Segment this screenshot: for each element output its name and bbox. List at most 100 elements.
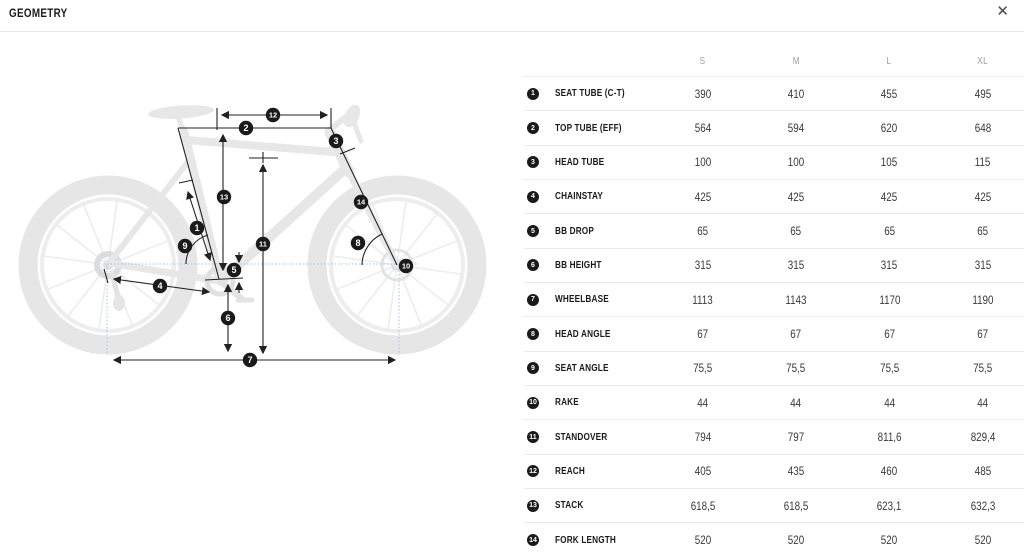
value-cell: 632,3 <box>970 498 996 513</box>
row-label-cell: 6 BB HEIGHT <box>524 259 656 272</box>
seat-stay <box>106 155 194 266</box>
head-bottom-tick <box>339 147 356 155</box>
value-cell: 315 <box>881 258 898 273</box>
diagram-marker-8: 8 <box>350 235 366 251</box>
value-cell: 65 <box>697 224 709 239</box>
row-label-cell: 2 TOP TUBE (EFF) <box>524 122 656 135</box>
size-header-row: S M L XL <box>524 44 1024 76</box>
geometry-diagram: 1 2 3 4 5 6 7 8 9 10 11 12 13 14 <box>0 36 512 543</box>
value-cell: 390 <box>694 86 711 101</box>
diagram-marker-9: 9 <box>177 238 193 254</box>
row-label: STACK <box>555 500 584 512</box>
value-cell: 67 <box>697 327 709 342</box>
row-number-badge: 13 <box>527 499 539 512</box>
row-label: BB HEIGHT <box>555 259 602 271</box>
row-label: REACH <box>555 465 585 477</box>
row-number-badge: 12 <box>527 465 539 478</box>
row-label: STANDOVER <box>555 431 608 443</box>
value-cell: 425 <box>694 189 711 204</box>
svg-text:11: 11 <box>259 240 267 249</box>
value-cell: 1170 <box>878 292 901 307</box>
row-label-cell: 10 RAKE <box>524 396 656 409</box>
value-cell: 495 <box>974 86 992 101</box>
header-divider <box>0 31 1024 32</box>
row-label: FORK LENGTH <box>555 534 617 546</box>
modal-header: GEOMETRY ✕ <box>0 0 1024 31</box>
svg-text:10: 10 <box>402 262 410 271</box>
table-row: 9 SEAT ANGLE 75,5 75,5 75,5 75,5 <box>524 350 1024 385</box>
row-label-cell: 8 HEAD ANGLE <box>524 328 656 341</box>
value-cell: 425 <box>787 189 805 204</box>
table-row: 7 WHEELBASE 1113 1143 1170 1190 <box>524 282 1024 316</box>
row-label-cell: 14 FORK LENGTH <box>524 534 656 547</box>
table-row: 8 HEAD ANGLE 67 67 67 67 <box>524 316 1024 350</box>
bike-silhouette <box>18 104 487 355</box>
svg-text:5: 5 <box>231 265 236 275</box>
svg-text:2: 2 <box>243 123 248 133</box>
bb-tick <box>204 277 244 281</box>
row-number-badge: 8 <box>527 328 539 341</box>
table-row: 3 HEAD TUBE 100 100 105 115 <box>524 144 1024 179</box>
saddle <box>148 105 214 119</box>
value-cell: 65 <box>977 224 989 239</box>
row-number-badge: 14 <box>527 534 539 547</box>
value-cell: 485 <box>974 464 992 479</box>
diagram-marker-13: 13 <box>216 189 232 205</box>
diagram-marker-6: 6 <box>220 310 236 326</box>
handlebar <box>343 104 361 128</box>
value-cell: 315 <box>694 258 711 273</box>
diagram-marker-3: 3 <box>328 133 344 149</box>
row-number-badge: 11 <box>527 431 539 444</box>
diagram-marker-5: 5 <box>226 262 242 278</box>
svg-text:6: 6 <box>225 313 230 323</box>
value-cell: 797 <box>787 430 805 445</box>
svg-text:14: 14 <box>357 198 366 207</box>
value-cell: 44 <box>977 395 989 410</box>
value-cell: 618,5 <box>690 498 716 513</box>
row-number-badge: 3 <box>527 156 539 169</box>
value-cell: 520 <box>974 533 992 548</box>
value-cell: 520 <box>787 533 805 548</box>
close-icon[interactable]: ✕ <box>994 1 1011 23</box>
value-cell: 65 <box>790 224 802 239</box>
row-number-badge: 7 <box>527 293 539 306</box>
value-cell: 315 <box>787 258 805 273</box>
table-rows: 1 SEAT TUBE (C-T) 390 410 455 495 2 TOP TUBE (E… <box>524 76 1024 557</box>
svg-text:3: 3 <box>333 136 338 146</box>
table-row: 14 FORK LENGTH 520 520 520 520 <box>524 522 1024 556</box>
row-number-badge: 9 <box>527 362 539 375</box>
value-cell: 520 <box>694 533 711 548</box>
value-cell: 75,5 <box>693 361 713 376</box>
value-cell: 44 <box>697 395 709 410</box>
diagram-marker-2: 2 <box>238 120 254 136</box>
value-cell: 315 <box>974 258 992 273</box>
value-cell: 410 <box>787 86 805 101</box>
value-cell: 460 <box>881 464 898 479</box>
value-cell: 594 <box>787 121 805 136</box>
value-cell: 520 <box>881 533 898 548</box>
value-cell: 425 <box>974 189 992 204</box>
row-label-cell: 12 REACH <box>524 465 656 478</box>
svg-text:1: 1 <box>194 223 199 233</box>
svg-text:4: 4 <box>157 281 162 291</box>
value-cell: 620 <box>881 121 898 136</box>
row-label: HEAD ANGLE <box>555 328 611 340</box>
table-row: 2 TOP TUBE (EFF) 564 594 620 648 <box>524 110 1024 144</box>
size-header-m: M <box>792 56 800 67</box>
value-cell: 44 <box>883 395 895 410</box>
row-label: CHAINSTAY <box>555 191 603 203</box>
row-label-cell: 4 CHAINSTAY <box>524 190 656 203</box>
head-angle-arc <box>361 233 383 266</box>
svg-text:9: 9 <box>182 241 187 251</box>
value-cell: 100 <box>787 155 805 170</box>
row-label: SEAT TUBE (C-T) <box>555 88 625 100</box>
value-cell: 75,5 <box>879 361 900 376</box>
value-cell: 623,1 <box>877 498 902 513</box>
row-number-badge: 4 <box>527 190 539 203</box>
value-cell: 1143 <box>785 292 807 307</box>
row-label-cell: 3 HEAD TUBE <box>524 156 656 169</box>
svg-text:13: 13 <box>220 193 228 202</box>
value-cell: 435 <box>787 464 805 479</box>
